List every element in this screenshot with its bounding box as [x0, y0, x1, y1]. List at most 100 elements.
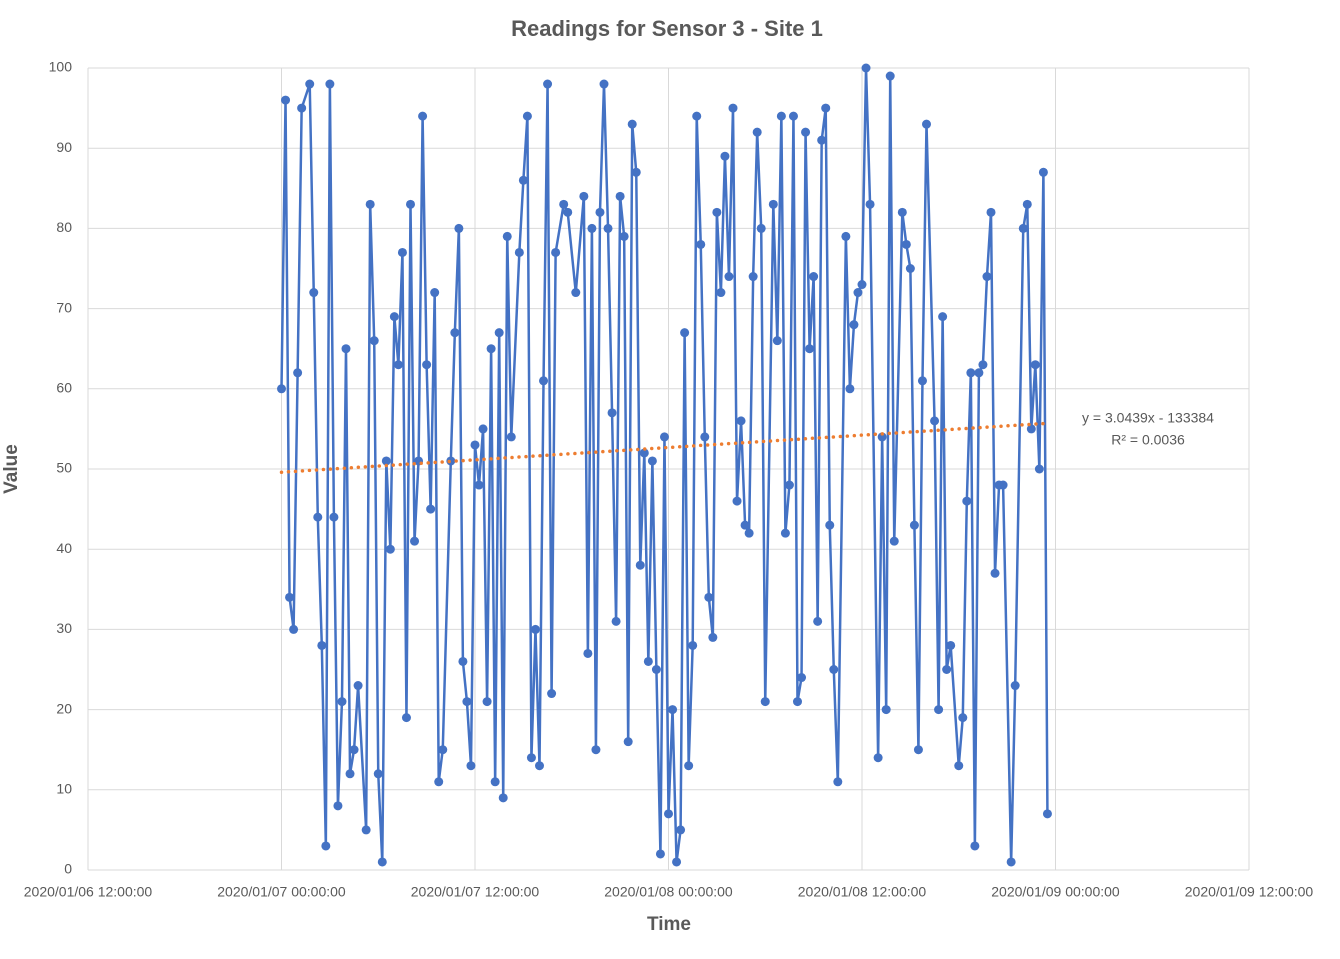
data-point [885, 71, 895, 81]
data-point [736, 416, 746, 426]
data-point [772, 336, 782, 346]
data-point [752, 127, 762, 137]
data-point [293, 368, 303, 378]
data-point [329, 512, 339, 522]
data-point [651, 665, 661, 674]
trendline-r-squared: R² = 0.0036 [1111, 432, 1185, 448]
data-point [297, 103, 307, 113]
data-point [490, 777, 500, 787]
data-point [438, 745, 448, 755]
y-tick-label: 0 [64, 861, 72, 877]
data-point [607, 408, 617, 418]
data-point [514, 247, 524, 257]
data-point [462, 697, 472, 707]
data-point [506, 432, 516, 442]
y-tick-label: 90 [56, 139, 72, 155]
y-tick-label: 60 [56, 380, 72, 396]
data-point [321, 841, 331, 851]
x-tick-label: 2020/01/09 12:00:00 [1185, 884, 1314, 900]
data-point [535, 761, 544, 771]
x-axis-title: Time [647, 914, 691, 935]
data-point [716, 288, 726, 298]
data-point [974, 368, 984, 378]
data-point [410, 536, 420, 546]
data-point [853, 288, 863, 298]
data-point [946, 640, 956, 650]
data-point [905, 264, 915, 273]
y-tick-label: 20 [56, 700, 72, 716]
data-point [317, 640, 327, 650]
data-point [627, 119, 637, 129]
data-point [760, 697, 770, 707]
data-point [353, 681, 363, 691]
data-point [732, 496, 742, 506]
data-point [801, 127, 811, 137]
data-point [422, 360, 432, 370]
data-point [498, 793, 508, 803]
x-tick-label: 2020/01/07 00:00:00 [217, 884, 346, 900]
data-point [313, 512, 323, 522]
data-point [486, 344, 496, 354]
data-point [389, 312, 399, 322]
data-point [873, 753, 883, 763]
data-point [849, 320, 859, 330]
data-point [720, 151, 730, 161]
data-point [1018, 223, 1028, 233]
chart-title: Readings for Sensor 3 - Site 1 [511, 16, 823, 41]
y-tick-label: 50 [56, 460, 72, 476]
data-point [345, 769, 355, 779]
data-point [780, 528, 790, 538]
data-point [797, 673, 807, 683]
data-point [587, 223, 597, 233]
data-point [1038, 167, 1048, 177]
data-point [1022, 199, 1032, 209]
data-point [938, 312, 948, 322]
data-point [337, 697, 347, 707]
data-point [502, 231, 512, 241]
data-point [647, 456, 657, 466]
data-point [817, 135, 827, 145]
data-point [349, 745, 359, 755]
data-point [704, 592, 714, 602]
data-point [813, 616, 823, 626]
data-point [829, 665, 839, 674]
data-point [978, 360, 988, 370]
data-point [897, 207, 907, 217]
data-point [998, 480, 1008, 490]
data-point [881, 705, 891, 715]
data-point [1034, 464, 1044, 474]
y-tick-label: 40 [56, 540, 72, 556]
data-point [672, 857, 682, 867]
data-point [1042, 809, 1052, 819]
data-point [474, 480, 484, 490]
data-point [664, 809, 673, 819]
data-point [406, 199, 415, 209]
data-point [1006, 857, 1016, 867]
data-point [756, 223, 766, 233]
y-tick-label: 80 [56, 219, 72, 235]
data-point [551, 247, 561, 257]
data-point [369, 336, 379, 346]
data-point [768, 199, 778, 209]
data-point [277, 384, 286, 394]
data-point [700, 432, 710, 442]
data-point [377, 857, 387, 867]
data-point [986, 207, 996, 217]
data-point [930, 416, 940, 426]
data-point [494, 328, 504, 338]
data-point [909, 520, 919, 530]
data-point [543, 79, 553, 89]
y-tick-label: 10 [56, 781, 72, 797]
data-point [450, 328, 460, 338]
data-point [434, 777, 444, 787]
data-point [281, 95, 291, 105]
data-point [857, 280, 867, 290]
data-point [470, 440, 480, 450]
data-point [954, 761, 964, 771]
data-point [728, 103, 738, 113]
data-point [845, 384, 855, 394]
data-point [619, 231, 629, 241]
data-point [285, 592, 295, 602]
data-point [684, 761, 694, 771]
